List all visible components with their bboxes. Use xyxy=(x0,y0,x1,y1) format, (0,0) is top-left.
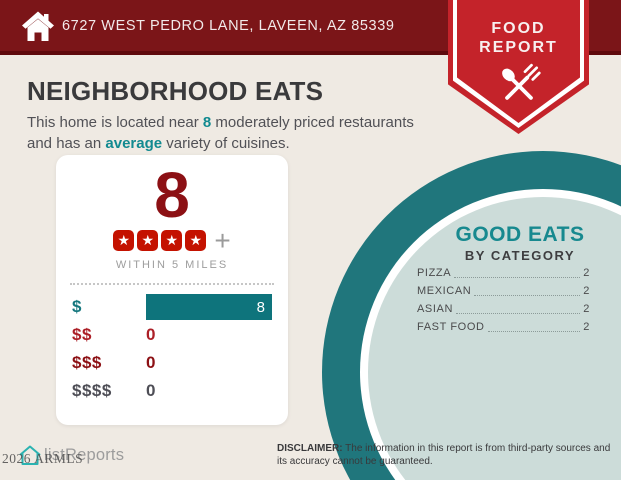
intro-subtitle: This home is located near 8 moderately p… xyxy=(27,112,439,154)
star-icon: ★ xyxy=(185,230,207,251)
house-icon xyxy=(22,11,54,41)
badge-title-line1: FOOD xyxy=(491,20,546,37)
property-address: 6727 WEST PEDRO LANE, LAVEEN, AZ 85339 xyxy=(62,17,395,34)
price-tier-label: $$$ xyxy=(72,353,102,372)
good-eats-subtitle: BY CATEGORY xyxy=(464,248,576,263)
category-label: FAST FOOD xyxy=(417,321,485,333)
logo-text: listReports xyxy=(44,446,125,464)
badge-title-line2: REPORT xyxy=(479,39,558,57)
category-label: ASIAN xyxy=(417,303,454,315)
price-row-1: $ 8 xyxy=(72,293,272,321)
subtitle-pre: This home is located near xyxy=(27,114,203,131)
food-report-badge: FOOD REPORT xyxy=(448,0,589,134)
price-tier-bar: 8 xyxy=(146,294,272,320)
dotted-divider xyxy=(70,283,274,285)
price-tier-chart: $ 8 $$ 0 $$$ 0 $$$$ 0 xyxy=(56,293,288,405)
star-rating: ★ ★ ★ ★ + xyxy=(56,224,288,256)
disclaimer-text: DISCLAIMER: The information in this repo… xyxy=(277,442,617,468)
listreports-logo: listReports xyxy=(18,444,124,467)
variety-highlight: average xyxy=(105,135,163,152)
price-tier-label: $ xyxy=(72,297,82,316)
plus-icon: + xyxy=(214,224,231,256)
good-eats-header: GOOD EATS BY CATEGORY xyxy=(415,223,621,263)
dotted-leader xyxy=(487,331,581,332)
price-tier-label: $$ xyxy=(72,325,92,344)
page-title: NEIGHBORHOOD EATS xyxy=(27,76,324,106)
disclaimer-body: The information in this report is from t… xyxy=(277,443,611,468)
star-icon: ★ xyxy=(137,230,159,251)
price-tier-value: 0 xyxy=(146,325,156,344)
category-row-pizza: PIZZA 2 xyxy=(417,267,590,280)
star-icon: ★ xyxy=(161,230,183,251)
price-row-2: $$ 0 xyxy=(72,321,272,349)
category-value: 2 xyxy=(583,321,590,333)
price-tier-label: $$$$ xyxy=(72,381,112,400)
price-tier-value: 0 xyxy=(146,381,156,400)
category-row-asian: ASIAN 2 xyxy=(417,303,590,316)
house-outline-icon xyxy=(19,445,41,465)
star-icon: ★ xyxy=(113,230,135,251)
category-label: MEXICAN xyxy=(417,285,472,297)
category-row-fastfood: FAST FOOD 2 xyxy=(417,321,590,334)
category-value: 2 xyxy=(583,303,590,315)
dotted-leader xyxy=(456,313,581,314)
disclaimer-label: DISCLAIMER: xyxy=(277,443,343,454)
radius-label: WITHIN 5 MILES xyxy=(115,259,229,271)
subtitle-mid: moderately priced restaurants and has an xyxy=(27,114,414,152)
price-row-4: $$$$ 0 xyxy=(72,377,272,405)
price-tier-value: 0 xyxy=(146,353,156,372)
dotted-leader xyxy=(474,295,581,296)
good-eats-category-list: PIZZA 2 MEXICAN 2 ASIAN 2 FAST FOOD 2 xyxy=(417,267,590,339)
category-value: 2 xyxy=(583,285,590,297)
good-eats-title: GOOD EATS xyxy=(455,223,585,246)
restaurant-count-highlight: 8 xyxy=(202,114,212,131)
subtitle-post: variety of cuisines. xyxy=(162,135,290,152)
crossed-spoon-fork-icon xyxy=(501,64,541,101)
category-row-mexican: MEXICAN 2 xyxy=(417,285,590,298)
category-value: 2 xyxy=(583,267,590,279)
restaurant-count: 8 xyxy=(154,159,190,231)
category-label: PIZZA xyxy=(417,267,452,279)
armls-watermark: 2026 ARMLS xyxy=(2,451,84,466)
dotted-leader xyxy=(454,277,581,278)
restaurant-summary-card: 8 ★ ★ ★ ★ + WITHIN 5 MILES $ 8 $$ 0 $$$ … xyxy=(56,155,288,425)
price-row-3: $$$ 0 xyxy=(72,349,272,377)
